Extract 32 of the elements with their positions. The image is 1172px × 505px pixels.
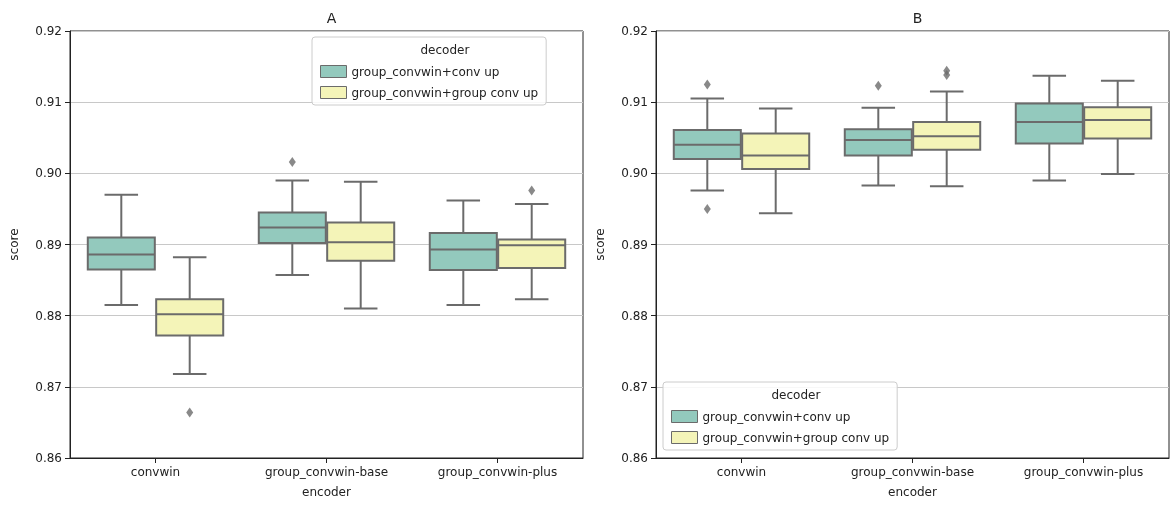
- x-tick-label: group_convwin-base: [850, 465, 975, 479]
- x-tick-label: convwin: [716, 465, 767, 479]
- x-tick-label: convwin: [130, 465, 181, 479]
- y-tick-label: 0.91: [35, 95, 62, 110]
- x-axis-title: encoder: [302, 485, 351, 499]
- y-tick-label: 0.90: [35, 166, 62, 181]
- y-tick-label: 0.90: [621, 166, 648, 181]
- legend-label: group_convwin+group conv up: [351, 85, 539, 100]
- y-tick-label: 0.92: [35, 24, 62, 38]
- y-tick-label: 0.87: [621, 379, 648, 394]
- legend-label: group_convwin+group conv up: [702, 430, 890, 445]
- y-tick-label: 0.86: [35, 451, 62, 465]
- x-tick-label: group_convwin-plus: [1023, 465, 1144, 479]
- legend-title: decoder: [771, 388, 821, 402]
- y-axis-title: score: [7, 228, 21, 261]
- y-tick-label: 0.91: [621, 95, 648, 110]
- y-tick-label: 0.88: [621, 308, 648, 323]
- y-tick-label: 0.89: [621, 237, 648, 252]
- y-tick-label: 0.92: [621, 24, 648, 38]
- x-axis-title: encoder: [888, 485, 937, 499]
- legend-title: decoder: [420, 43, 470, 57]
- x-tick-label: group_convwin-plus: [437, 465, 558, 479]
- y-tick-label: 0.89: [35, 237, 62, 252]
- chart-title: B: [912, 10, 923, 26]
- x-tick-label: group_convwin-base: [264, 465, 389, 479]
- y-axis-title: score: [593, 228, 607, 261]
- y-tick-label: 0.87: [35, 379, 62, 394]
- legend-label: group_convwin+conv up: [702, 409, 851, 424]
- y-tick-label: 0.86: [621, 451, 648, 465]
- chart-title: A: [326, 10, 337, 26]
- legend-label: group_convwin+conv up: [351, 64, 500, 79]
- y-tick-label: 0.88: [35, 308, 62, 323]
